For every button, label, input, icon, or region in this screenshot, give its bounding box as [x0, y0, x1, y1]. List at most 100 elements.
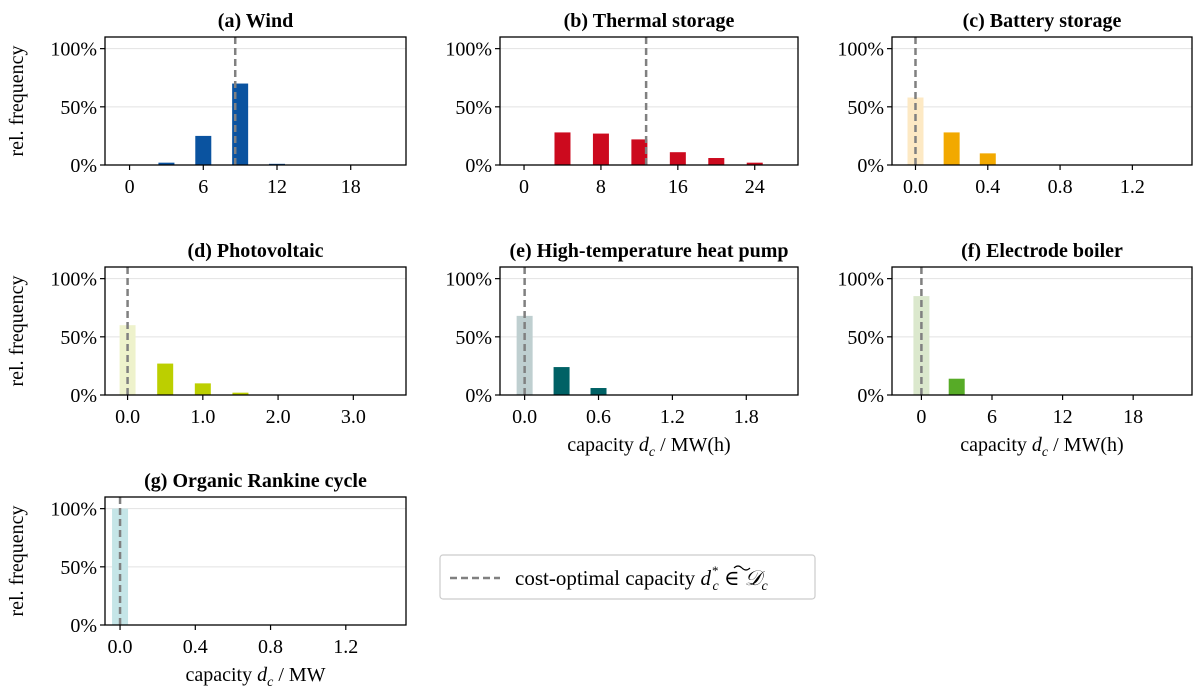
x-tick-label: 0 [125, 176, 135, 198]
y-tick-label: 0% [465, 155, 492, 177]
x-axis-label-sub: c [649, 445, 656, 460]
bar [232, 392, 249, 395]
x-axis-label-sub: c [267, 675, 274, 688]
x-axis-label: capacity dc / MW(h) [960, 434, 1123, 460]
y-axis-label: rel. frequency [6, 45, 28, 156]
x-tick-label: 0 [519, 176, 529, 198]
y-axis-label: rel. frequency [6, 275, 28, 386]
bar [157, 363, 174, 395]
bar [708, 158, 725, 165]
x-tick-label: 0.8 [258, 636, 283, 658]
y-tick-label: 0% [70, 385, 97, 407]
x-axis-label: capacity dc / MW(h) [567, 434, 730, 460]
x-axis-label-var: d [257, 664, 268, 686]
x-tick-label: 12 [267, 176, 287, 198]
bar [943, 132, 960, 165]
x-tick-label: 2.0 [266, 406, 291, 428]
y-tick-label: 0% [857, 155, 884, 177]
y-tick-label: 50% [60, 327, 97, 349]
chart-title: (f) Electrode boiler [961, 240, 1123, 262]
plot-frame [104, 496, 407, 626]
x-axis-label-suffix: / MW(h) [1048, 434, 1124, 456]
chart-title: (c) Battery storage [963, 10, 1122, 32]
chart-title: (d) Photovoltaic [187, 240, 323, 262]
y-tick-label: 100% [837, 269, 884, 291]
x-tick-label: 6 [987, 406, 997, 428]
x-tick-label: 0.6 [586, 406, 611, 428]
chart-panel-2: 0% 50% 100% 0 8 16 24 (b) Thermal storage [445, 10, 799, 198]
bar [948, 378, 965, 395]
y-tick-label: 0% [465, 385, 492, 407]
legend-box [439, 554, 816, 600]
chart-title: (g) Organic Rankine cycle [144, 470, 367, 492]
y-tick-label: 50% [847, 327, 884, 349]
y-tick-label: 0% [70, 615, 97, 637]
y-tick-label: 0% [70, 155, 97, 177]
chart-title: (b) Thermal storage [564, 10, 735, 32]
legend-tilde-mark [733, 565, 751, 571]
x-tick-label: 1.0 [190, 406, 215, 428]
bar [590, 388, 607, 395]
plot-frame [891, 266, 1193, 396]
x-tick-label: 1.2 [1120, 176, 1145, 198]
x-tick-label: 6 [198, 176, 208, 198]
x-tick-label: 1.2 [660, 406, 685, 428]
bar [554, 132, 571, 165]
y-tick-label: 50% [60, 557, 97, 579]
x-tick-label: 0.8 [1048, 176, 1073, 198]
x-tick-label: 0.0 [115, 406, 140, 428]
chart-panel-7: 0% 50% 100% 0.0 0.4 0.8 1.2 (g) Organic Rankine… [6, 470, 407, 688]
x-axis-label-prefix: capacity [960, 434, 1032, 456]
x-tick-label: 0.4 [975, 176, 1000, 198]
y-axis-label: rel. frequency [6, 505, 28, 616]
x-tick-label: 0.0 [512, 406, 537, 428]
bar [553, 367, 570, 395]
x-axis-label-prefix: capacity [185, 664, 257, 686]
y-tick-label: 100% [445, 269, 492, 291]
y-tick-label: 0% [857, 385, 884, 407]
plot-frame [104, 36, 407, 166]
y-tick-label: 100% [837, 39, 884, 61]
y-tick-label: 50% [60, 97, 97, 119]
y-tick-label: 50% [455, 97, 492, 119]
plot-frame [499, 36, 799, 166]
chart-panel-5: 0% 50% 100% 0.0 0.6 1.2 1.8 (e) High-temperatur… [445, 240, 799, 460]
x-axis-label-sub: c [1042, 445, 1049, 460]
x-tick-label: 18 [1123, 406, 1143, 428]
x-axis-label-prefix: capacity [567, 434, 639, 456]
y-tick-label: 100% [50, 499, 97, 521]
x-axis-label-suffix: / MW(h) [655, 434, 731, 456]
chart-panel-4: 0% 50% 100% 0.0 1.0 2.0 3.0 (d) Photovoltaic rel… [6, 240, 407, 428]
bar [746, 162, 763, 165]
y-tick-label: 100% [50, 269, 97, 291]
x-tick-label: 8 [596, 176, 606, 198]
x-tick-label: 0.4 [183, 636, 208, 658]
y-tick-label: 50% [455, 327, 492, 349]
chart-panel-3: 0% 50% 100% 0.0 0.4 0.8 1.2 (c) Battery storage [837, 10, 1193, 198]
chart-panel-1: 0% 50% 100% 0 6 12 18 (a) Wind rel. frequency [6, 10, 407, 198]
x-tick-label: 12 [1053, 406, 1073, 428]
y-tick-label: 100% [445, 39, 492, 61]
x-axis-label-var: d [639, 434, 650, 456]
bar [592, 133, 609, 165]
x-axis-label-suffix: / MW [273, 664, 325, 686]
bar [194, 383, 211, 395]
x-tick-label: 0 [916, 406, 926, 428]
x-tick-label: 0.0 [108, 636, 133, 658]
chart-title: (e) High-temperature heat pump [509, 240, 788, 262]
plot-frame [891, 36, 1193, 166]
chart-panel-6: 0% 50% 100% 0 6 12 18 (f) Electrode boiler capac… [837, 240, 1193, 460]
x-tick-label: 18 [341, 176, 361, 198]
x-axis-label-var: d [1032, 434, 1043, 456]
x-tick-label: 0.0 [903, 176, 928, 198]
x-tick-label: 1.2 [333, 636, 358, 658]
bar [158, 162, 175, 165]
y-tick-label: 50% [847, 97, 884, 119]
legend-label: cost-optimal capacity d* c ∈ 𝒟c [515, 563, 768, 594]
x-tick-label: 3.0 [341, 406, 366, 428]
x-tick-label: 1.8 [734, 406, 759, 428]
bar [669, 152, 686, 165]
x-axis-label: capacity dc / MW [185, 664, 325, 688]
x-tick-label: 24 [745, 176, 765, 198]
legend: cost-optimal capacity d* c ∈ 𝒟c [439, 554, 816, 600]
